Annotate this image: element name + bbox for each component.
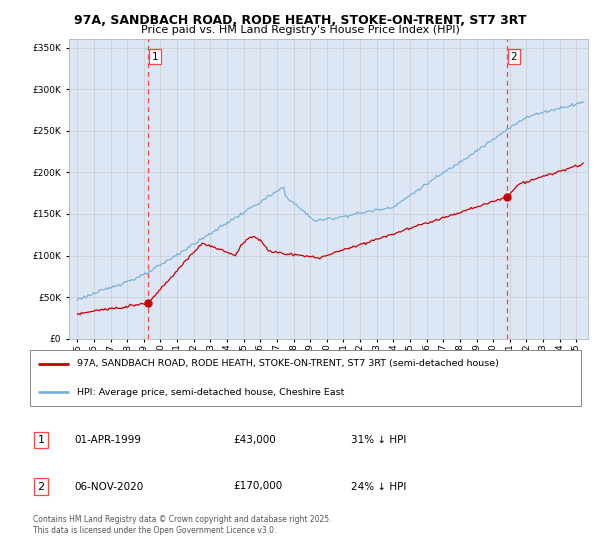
Text: Contains HM Land Registry data © Crown copyright and database right 2025.
This d: Contains HM Land Registry data © Crown c…	[32, 515, 331, 535]
Text: £170,000: £170,000	[233, 482, 283, 492]
Text: £43,000: £43,000	[233, 435, 276, 445]
Text: 2: 2	[511, 52, 517, 62]
Text: 1: 1	[151, 52, 158, 62]
Text: Price paid vs. HM Land Registry's House Price Index (HPI): Price paid vs. HM Land Registry's House …	[140, 25, 460, 35]
Text: HPI: Average price, semi-detached house, Cheshire East: HPI: Average price, semi-detached house,…	[77, 388, 344, 396]
Text: 06-NOV-2020: 06-NOV-2020	[74, 482, 143, 492]
FancyBboxPatch shape	[30, 351, 581, 405]
Text: 97A, SANDBACH ROAD, RODE HEATH, STOKE-ON-TRENT, ST7 3RT (semi-detached house): 97A, SANDBACH ROAD, RODE HEATH, STOKE-ON…	[77, 360, 499, 368]
Text: 97A, SANDBACH ROAD, RODE HEATH, STOKE-ON-TRENT, ST7 3RT: 97A, SANDBACH ROAD, RODE HEATH, STOKE-ON…	[74, 14, 526, 27]
Text: 2: 2	[37, 482, 44, 492]
Text: 1: 1	[37, 435, 44, 445]
Text: 31% ↓ HPI: 31% ↓ HPI	[350, 435, 406, 445]
Text: 01-APR-1999: 01-APR-1999	[74, 435, 142, 445]
Text: 24% ↓ HPI: 24% ↓ HPI	[350, 482, 406, 492]
